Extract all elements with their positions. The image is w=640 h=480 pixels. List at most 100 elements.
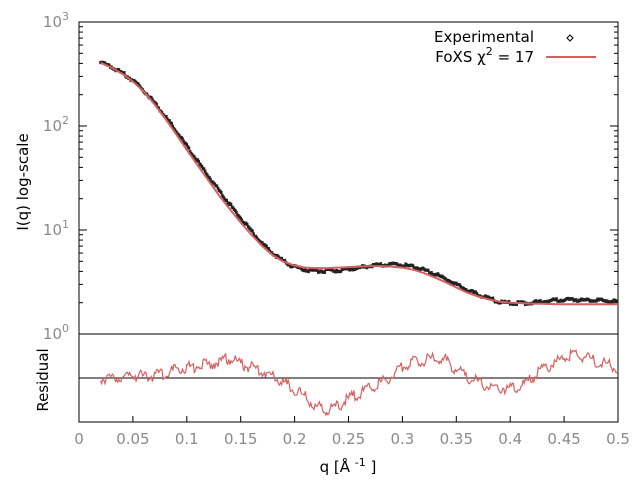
experimental-point xyxy=(280,256,283,261)
experimental-point xyxy=(216,186,220,191)
y-tick-label: 100 xyxy=(43,322,69,343)
experimental-point xyxy=(379,262,383,266)
experimental-point xyxy=(491,296,495,300)
experimental-point xyxy=(395,262,399,266)
experimental-point xyxy=(196,158,199,162)
experimental-point xyxy=(202,167,206,171)
experimental-point xyxy=(194,157,197,161)
experimental-point xyxy=(459,284,462,288)
x-tick-label: 0.3 xyxy=(390,430,414,448)
experimental-point xyxy=(323,270,327,274)
x-tick-label: 0.35 xyxy=(440,430,473,448)
experimental-point xyxy=(168,119,171,123)
experimental-series xyxy=(99,60,619,307)
x-tick-label: 0.15 xyxy=(224,430,257,448)
experimental-point xyxy=(260,241,264,245)
legend-label-experimental: Experimental xyxy=(434,28,534,46)
experimental-point xyxy=(403,264,406,268)
experimental-point xyxy=(229,202,233,207)
y-tick-label: 102 xyxy=(43,114,69,135)
experimental-point xyxy=(265,244,268,248)
experimental-point xyxy=(200,164,204,169)
experimental-point xyxy=(450,280,454,285)
x-tick-label: 0.25 xyxy=(332,430,365,448)
experimental-point xyxy=(117,68,121,72)
experimental-point xyxy=(515,302,518,307)
x-tick-label: 0 xyxy=(74,430,84,448)
experimental-point xyxy=(471,289,474,293)
residual-plot-panel: 0 0.05 0.1 0.15 0.2 0.25 0.3 0.35 0.4 0.45 0.5 xyxy=(74,333,630,448)
experimental-point xyxy=(240,218,244,222)
legend-marker-experimental xyxy=(566,34,574,42)
experimental-point xyxy=(187,146,191,150)
x-tick-label: 0.5 xyxy=(606,430,630,448)
x-tick-label: 0.1 xyxy=(175,430,199,448)
experimental-point xyxy=(239,216,242,220)
experimental-point xyxy=(205,173,209,177)
experimental-point xyxy=(234,209,237,213)
experimental-point xyxy=(251,229,254,233)
experimental-point xyxy=(426,268,430,273)
experimental-point xyxy=(315,268,319,272)
experimental-point xyxy=(171,124,175,128)
legend: Experimental FoXS χ2 = 17 xyxy=(434,28,596,66)
experimental-point xyxy=(595,299,598,303)
residual-line xyxy=(100,348,619,417)
experimental-point xyxy=(165,114,168,119)
y-axis-title-residual: Residual xyxy=(34,348,52,411)
experimental-point xyxy=(157,106,161,110)
experimental-point xyxy=(107,63,111,67)
experimental-point xyxy=(215,184,219,188)
experimental-point xyxy=(197,159,200,164)
experimental-point xyxy=(307,269,310,274)
experimental-point xyxy=(136,82,140,86)
x-tick-label: 0.05 xyxy=(116,430,149,448)
fit-line xyxy=(100,61,618,306)
experimental-point xyxy=(611,300,614,304)
main-plot-panel: 100 101 102 103 xyxy=(43,10,619,343)
x-axis-title: q [Å -1 ] xyxy=(320,456,377,476)
experimental-point xyxy=(339,269,343,273)
experimental-point xyxy=(193,155,196,159)
experimental-point xyxy=(188,150,192,154)
experimental-point xyxy=(219,190,223,195)
experimental-point xyxy=(203,169,207,173)
experimental-point xyxy=(235,210,238,214)
experimental-point xyxy=(267,247,271,251)
experimental-point xyxy=(245,222,249,227)
experimental-point xyxy=(173,128,177,132)
experimental-point xyxy=(185,143,189,147)
experimental-point xyxy=(283,258,287,263)
experimental-point xyxy=(255,236,259,240)
experimental-point xyxy=(122,71,126,75)
experimental-point xyxy=(270,251,274,255)
experimental-point xyxy=(182,139,185,143)
x-tick-label: 0.45 xyxy=(547,430,580,448)
experimental-point xyxy=(547,300,551,305)
experimental-point xyxy=(225,198,228,202)
y-axis-title-main: I(q) log-scale xyxy=(14,133,32,230)
experimental-point xyxy=(222,195,225,199)
experimental-point xyxy=(252,232,255,236)
y-tick-label: 101 xyxy=(43,218,69,239)
y-tick-label: 103 xyxy=(43,10,69,31)
experimental-point xyxy=(411,264,415,268)
experimental-point xyxy=(475,291,479,296)
x-tick-label: 0.4 xyxy=(498,430,522,448)
main-plot-frame xyxy=(78,21,619,335)
experimental-point xyxy=(213,182,217,186)
experimental-point xyxy=(615,299,619,304)
experimental-point xyxy=(151,97,154,101)
experimental-point xyxy=(430,271,433,275)
legend-label-fit: FoXS χ2 = 17 xyxy=(435,45,534,66)
experimental-point xyxy=(555,297,558,301)
experimental-point xyxy=(177,133,181,137)
x-tick-label: 0.2 xyxy=(283,430,307,448)
experimental-point xyxy=(149,95,153,100)
experimental-point xyxy=(170,121,174,126)
experimental-point xyxy=(181,137,184,141)
experimental-point xyxy=(208,175,211,180)
experimental-point xyxy=(209,177,212,182)
experimental-point xyxy=(507,299,511,304)
